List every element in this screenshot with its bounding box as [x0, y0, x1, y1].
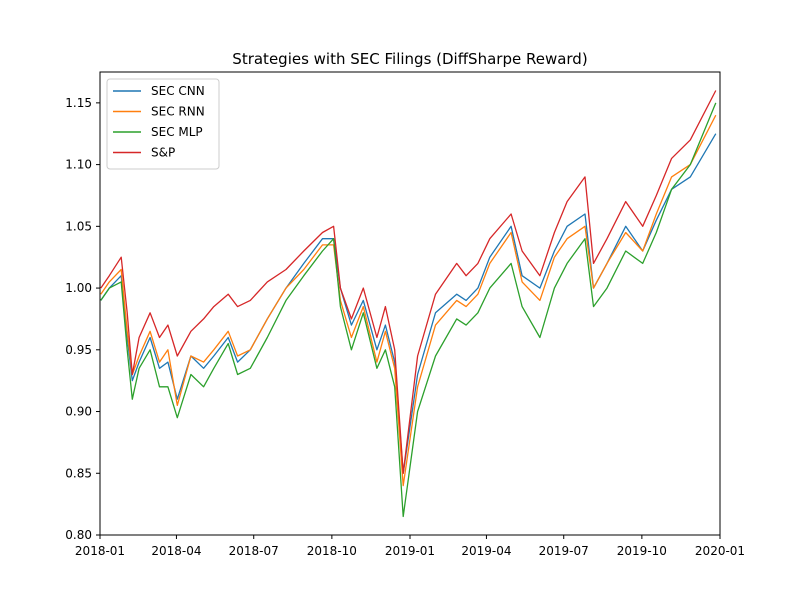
- x-tick-label: 2019-10: [617, 544, 667, 558]
- x-tick-label: 2020-01: [695, 544, 745, 558]
- x-tick-label: 2019-04: [461, 544, 511, 558]
- series-line-sec-mlp: [100, 102, 717, 518]
- x-tick-label: 2019-01: [385, 544, 435, 558]
- chart-title: Strategies with SEC Filings (DiffSharpe …: [232, 50, 587, 68]
- y-tick-label: 1.05: [65, 219, 92, 233]
- legend-label-sec-rnn: SEC RNN: [151, 105, 205, 119]
- legend-box: [106, 78, 220, 170]
- x-tick-label: 2018-07: [229, 544, 279, 558]
- y-tick-label: 1.10: [65, 158, 92, 172]
- series-line-sec-rnn: [100, 114, 717, 487]
- y-tick-label: 1.15: [65, 96, 92, 110]
- y-tick-label: 0.90: [65, 405, 92, 419]
- series-line-s-p: [100, 90, 717, 474]
- legend: SEC CNN SEC RNN SEC MLP S&P: [106, 78, 220, 170]
- legend-label-s-p: S&P: [151, 146, 175, 160]
- y-tick-label: 0.85: [65, 466, 92, 480]
- y-tick-label: 0.80: [65, 528, 92, 542]
- x-axis: 2018-01 2018-04 2018-07 2018-10 2019-01 2019-…: [75, 535, 745, 558]
- x-tick-label: 2019-07: [539, 544, 589, 558]
- x-tick-label: 2018-01: [75, 544, 125, 558]
- y-tick-label: 0.95: [65, 343, 92, 357]
- series-layer: [100, 90, 717, 518]
- series-line-sec-cnn: [100, 133, 717, 474]
- y-tick-label: 1.00: [65, 281, 92, 295]
- y-axis: 0.80 0.85 0.90 0.95 1.00 1.05 1.10 1.15: [65, 96, 100, 542]
- x-tick-label: 2018-10: [307, 544, 357, 558]
- legend-label-sec-mlp: SEC MLP: [151, 125, 203, 139]
- x-tick-label: 2018-04: [151, 544, 201, 558]
- legend-label-sec-cnn: SEC CNN: [151, 84, 205, 98]
